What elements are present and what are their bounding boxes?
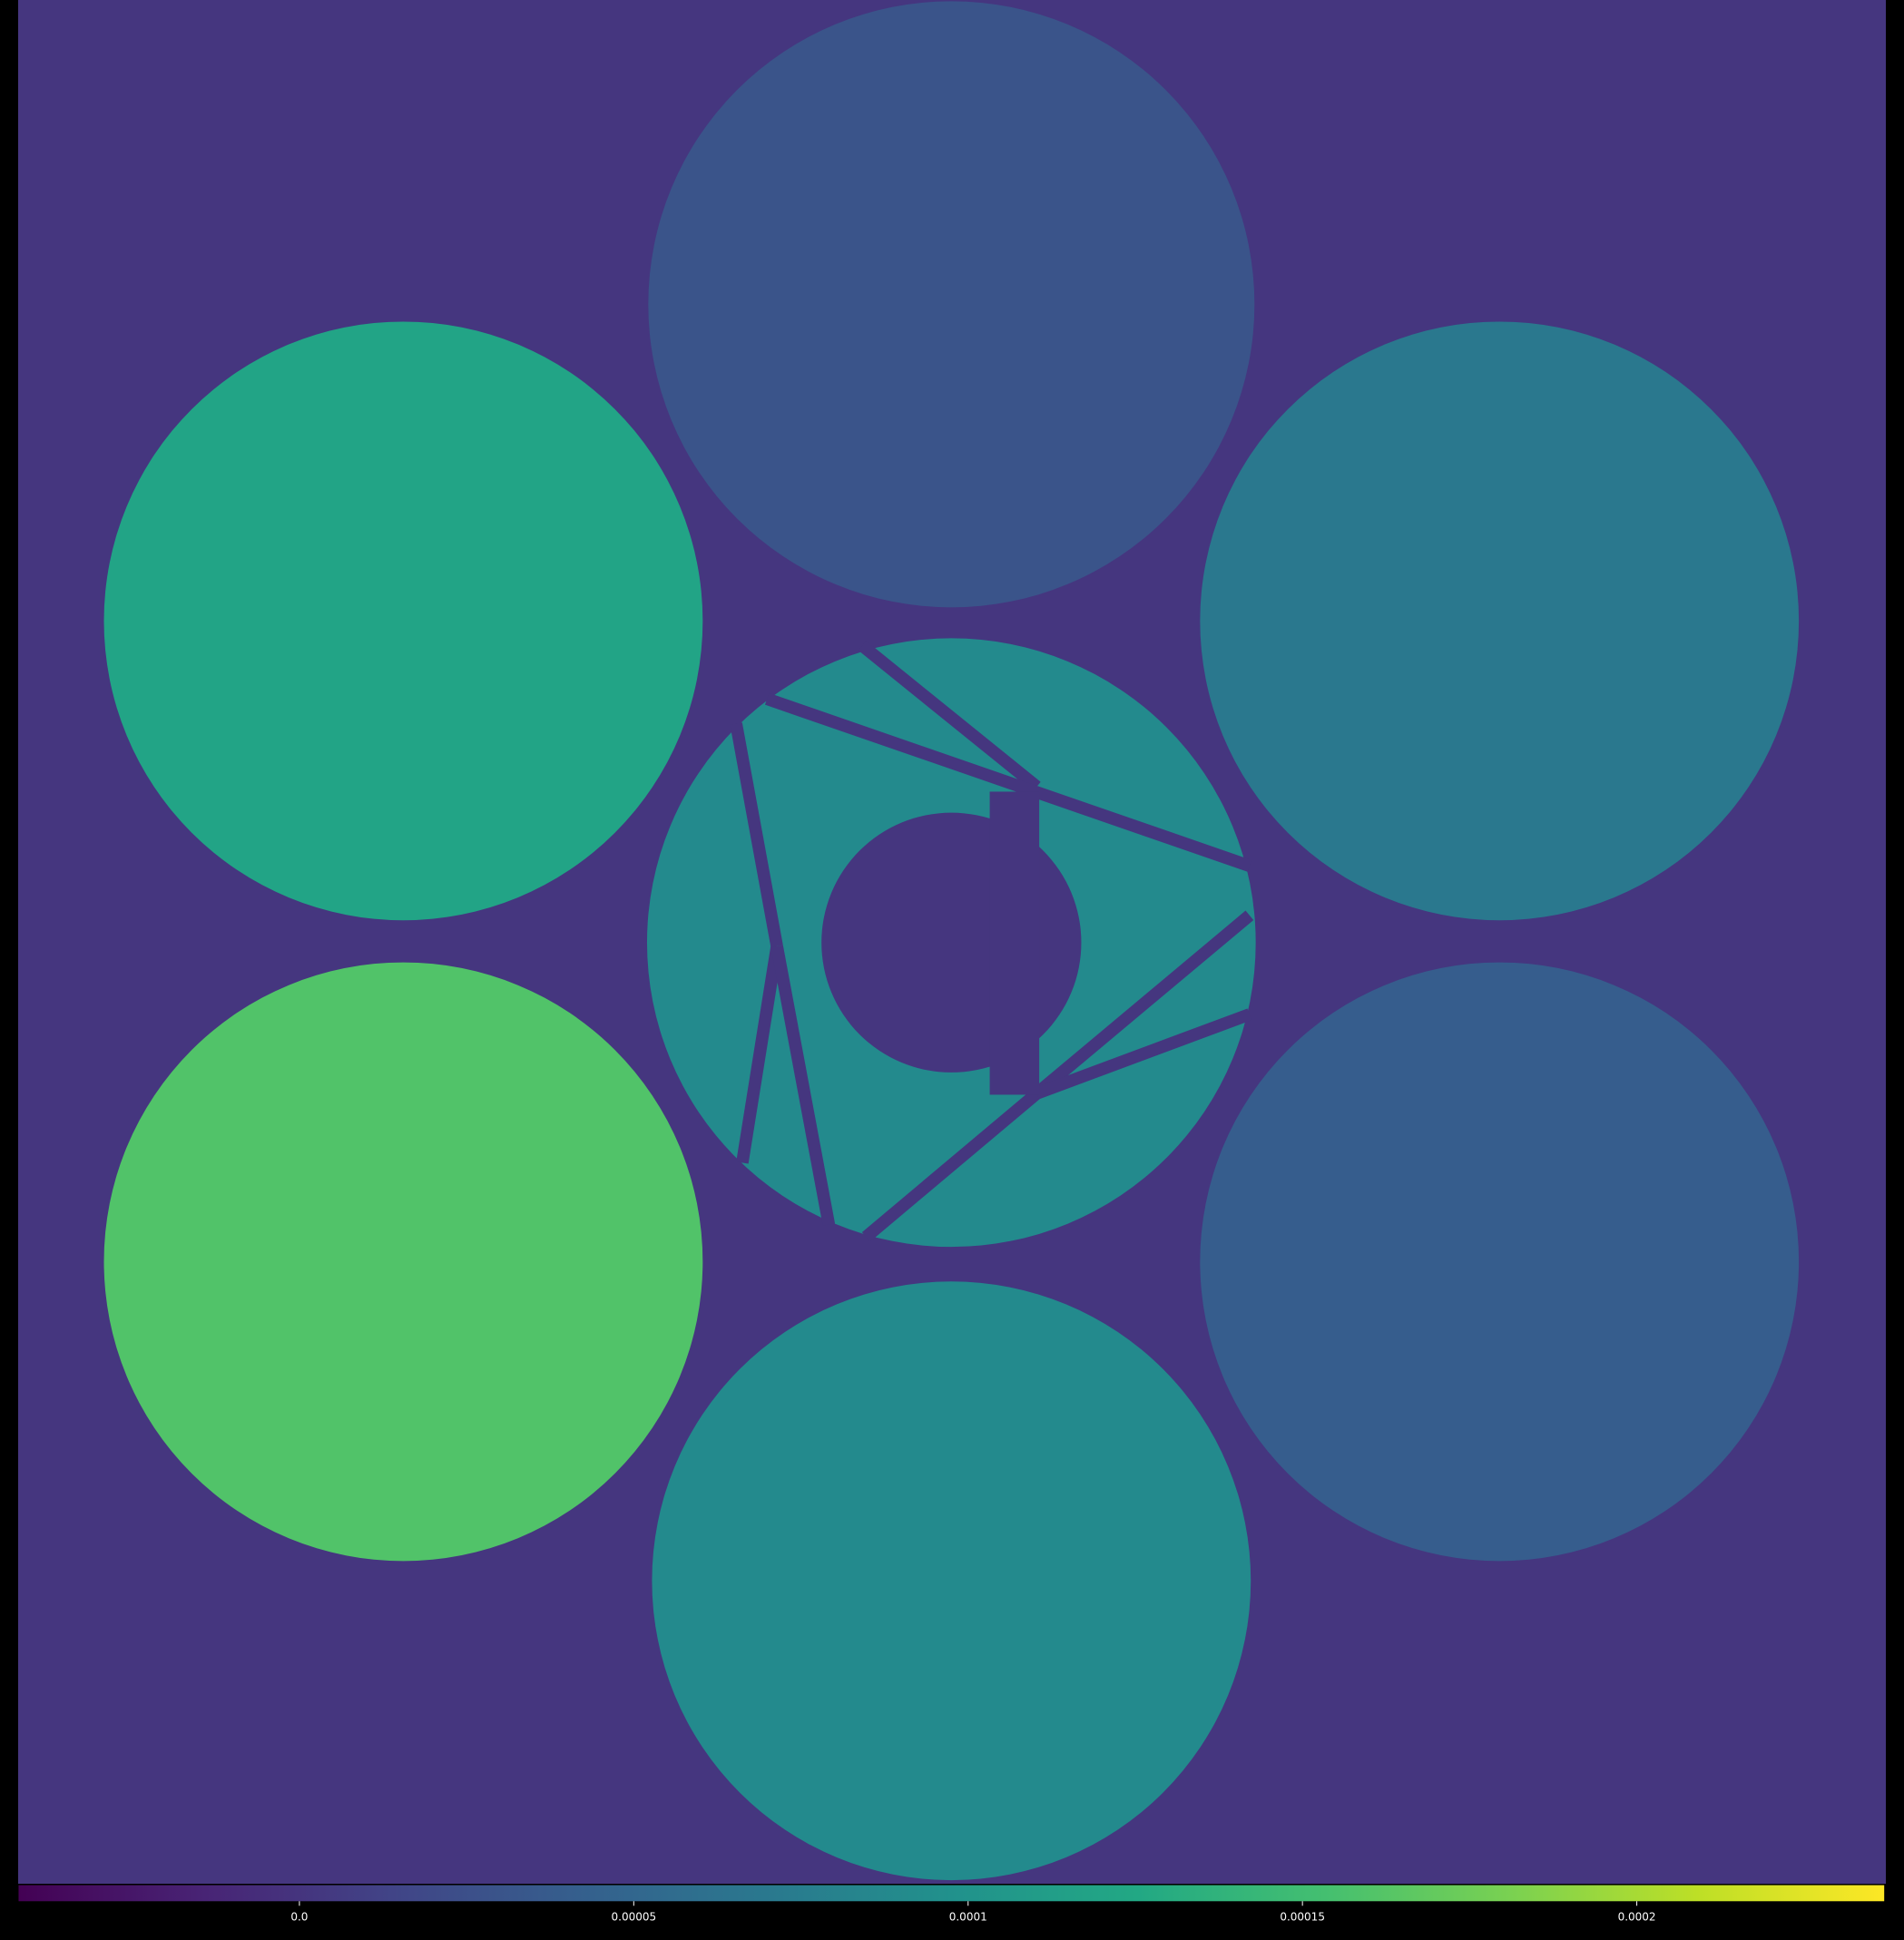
segment	[648, 1, 1255, 608]
strut	[858, 641, 1041, 792]
colorbar-tick-label: 0.00015	[1280, 1910, 1325, 1923]
segment	[652, 1281, 1251, 1881]
central-hole	[821, 812, 1082, 1073]
strut-block	[989, 791, 1040, 1095]
strut	[736, 945, 783, 1164]
segment	[103, 321, 703, 921]
colorbar	[18, 1885, 1885, 1902]
colorbar-tick-label: 0.0	[290, 1910, 308, 1923]
colorbar-tick-label: 0.0001	[949, 1910, 987, 1923]
strut	[861, 1088, 1041, 1242]
strut	[730, 722, 783, 948]
segment	[1200, 962, 1800, 1562]
colorbar-tick-label: 0.0002	[1618, 1910, 1656, 1923]
colorbar-tick-label: 0.00005	[612, 1910, 657, 1923]
strut	[770, 945, 836, 1226]
segment	[103, 962, 703, 1562]
strut	[764, 692, 1252, 872]
strut	[1035, 1008, 1252, 1100]
segment	[1200, 321, 1800, 921]
strut	[1033, 910, 1254, 1099]
